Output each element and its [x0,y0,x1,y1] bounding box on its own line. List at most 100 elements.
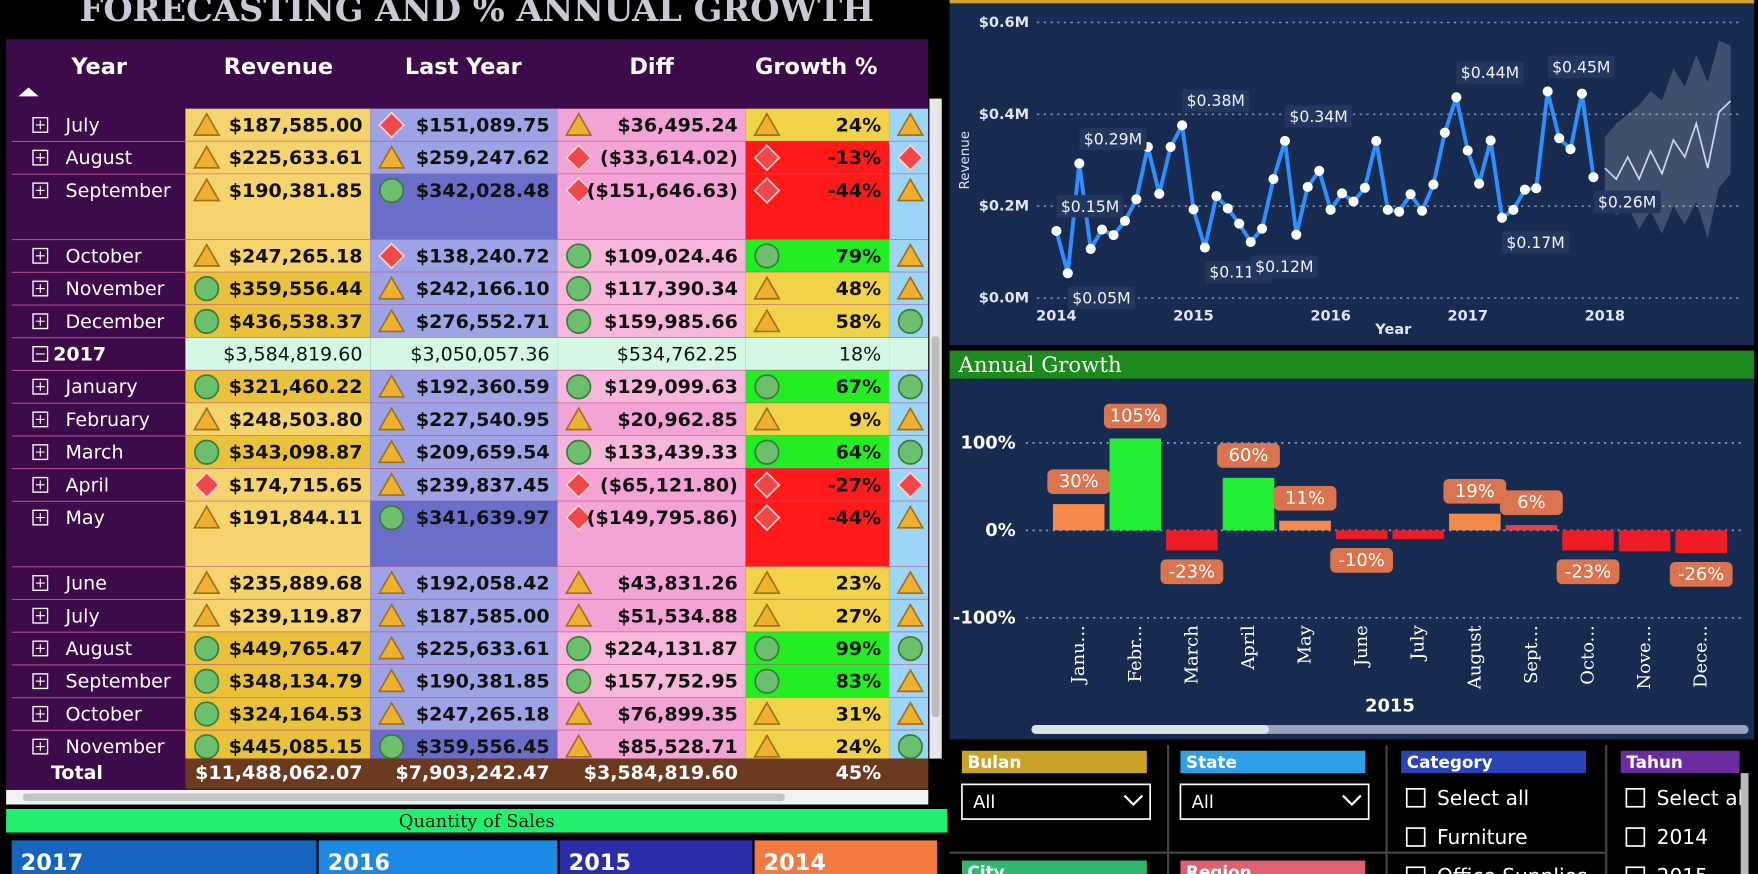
checkbox[interactable] [1625,866,1646,874]
data-label-bg [1669,562,1733,587]
checkbox[interactable] [1625,827,1646,847]
expand-icon [32,575,49,591]
data-label: -23% [1169,561,1215,582]
quantity-card[interactable] [318,840,558,874]
status-icon [566,243,592,269]
table-cell [185,337,371,371]
option-label[interactable]: Furniture [1437,825,1528,849]
status-icon [753,144,781,172]
option-label[interactable]: Select all [1437,786,1529,810]
cell-value: $43,831.26 [617,573,737,595]
column-header: Revenue [224,54,333,80]
cell-value: 48% [836,278,882,300]
status-icon [192,177,221,202]
status-icon [897,734,923,759]
status-icon [753,308,781,333]
status-icon [378,111,406,139]
expand-icon [32,738,49,755]
cell-value: $191,844.11 [229,507,363,529]
checkbox[interactable] [1405,827,1426,847]
row-label: December [66,311,165,333]
cell-value: 31% [836,703,882,725]
option-label[interactable]: 2014 [1657,825,1708,849]
cell-value: ($65,121.80) [600,474,738,496]
status-icon [897,374,923,400]
scroll-thumb[interactable] [931,336,940,718]
status-icon [193,471,221,499]
quantity-card[interactable] [754,840,938,874]
cell-value: $138,240.72 [416,245,550,267]
slicer-scrollbar[interactable] [1740,773,1749,874]
cell-value: $20,962.85 [617,409,737,431]
expand-icon [32,247,49,264]
card-label: 2014 [764,850,826,874]
checkbox[interactable] [1405,866,1426,874]
data-point [1074,158,1085,169]
data-point [1291,229,1302,240]
data-point [1325,204,1336,215]
cell-value: 9% [849,409,881,431]
data-label: -26% [1678,564,1724,585]
data-label-bg [1547,55,1615,78]
quantity-card[interactable] [559,840,753,874]
row-label: October [66,703,142,725]
slicer-title: Bulan [968,752,1022,772]
option-label[interactable]: Office Supplies [1437,864,1588,874]
expand-icon [32,705,49,722]
scroll-thumb[interactable] [22,793,785,802]
slicer-title: Region [1186,862,1252,874]
data-label-bg [1500,490,1563,516]
status-icon [192,602,221,627]
row-label: February [66,409,150,431]
option-label[interactable]: 2015 [1657,864,1708,874]
status-icon [753,701,781,725]
data-point [1428,179,1439,190]
forecast-line [1604,100,1732,182]
option-label[interactable]: Select all [1657,786,1749,810]
dropdown-chevron[interactable] [1342,794,1362,807]
data-label: -10% [1339,550,1385,571]
data-point [1531,183,1542,194]
status-icon [566,635,592,662]
total-label: Total [51,762,103,784]
cell-value: $343,098.87 [229,442,363,464]
dropdown[interactable] [961,783,1152,820]
x-tick-label: April [1238,625,1259,671]
data-label: $0.29M [1084,129,1142,148]
cell-value: 24% [836,736,882,758]
data-point [1485,135,1496,146]
x-tick-label: July [1408,624,1429,661]
cell-value: $109,024.46 [604,245,738,267]
status-icon [753,275,781,300]
page-title: FORECASTING AND % ANNUAL GROWTH [79,0,874,29]
slicer-title: City [968,862,1005,874]
dropdown-chevron[interactable] [1123,794,1144,807]
cell-value: $129,099.63 [604,376,738,398]
bar [1279,520,1331,531]
x-axis-title: 2015 [1365,695,1415,716]
data-label-bg [1443,478,1507,504]
quantity-card[interactable] [11,840,317,874]
data-label: $0.26M [1598,192,1656,211]
x-tick-label: 2014 [1036,307,1077,324]
status-icon [564,570,593,595]
scroll-thumb[interactable] [1031,724,1269,734]
dropdown[interactable] [1179,783,1370,820]
data-point [1085,243,1096,254]
cell-value: $174,715.65 [229,474,363,496]
cell-value: $76,899.35 [617,703,737,725]
expand-icon [32,313,49,330]
data-label-bg [1250,255,1318,278]
checkbox[interactable] [1625,788,1646,808]
data-point [1474,178,1485,189]
column-header: Last Year [405,54,522,80]
status-icon [565,471,593,499]
status-icon [194,734,220,759]
status-icon [565,504,593,532]
checkbox[interactable] [1405,788,1426,808]
slicer-title: Tahun [1626,752,1683,772]
chart-title: Annual Growth [958,353,1122,378]
status-icon [378,734,405,759]
bar [1675,530,1727,554]
cell-value: $227,540.95 [416,409,550,431]
